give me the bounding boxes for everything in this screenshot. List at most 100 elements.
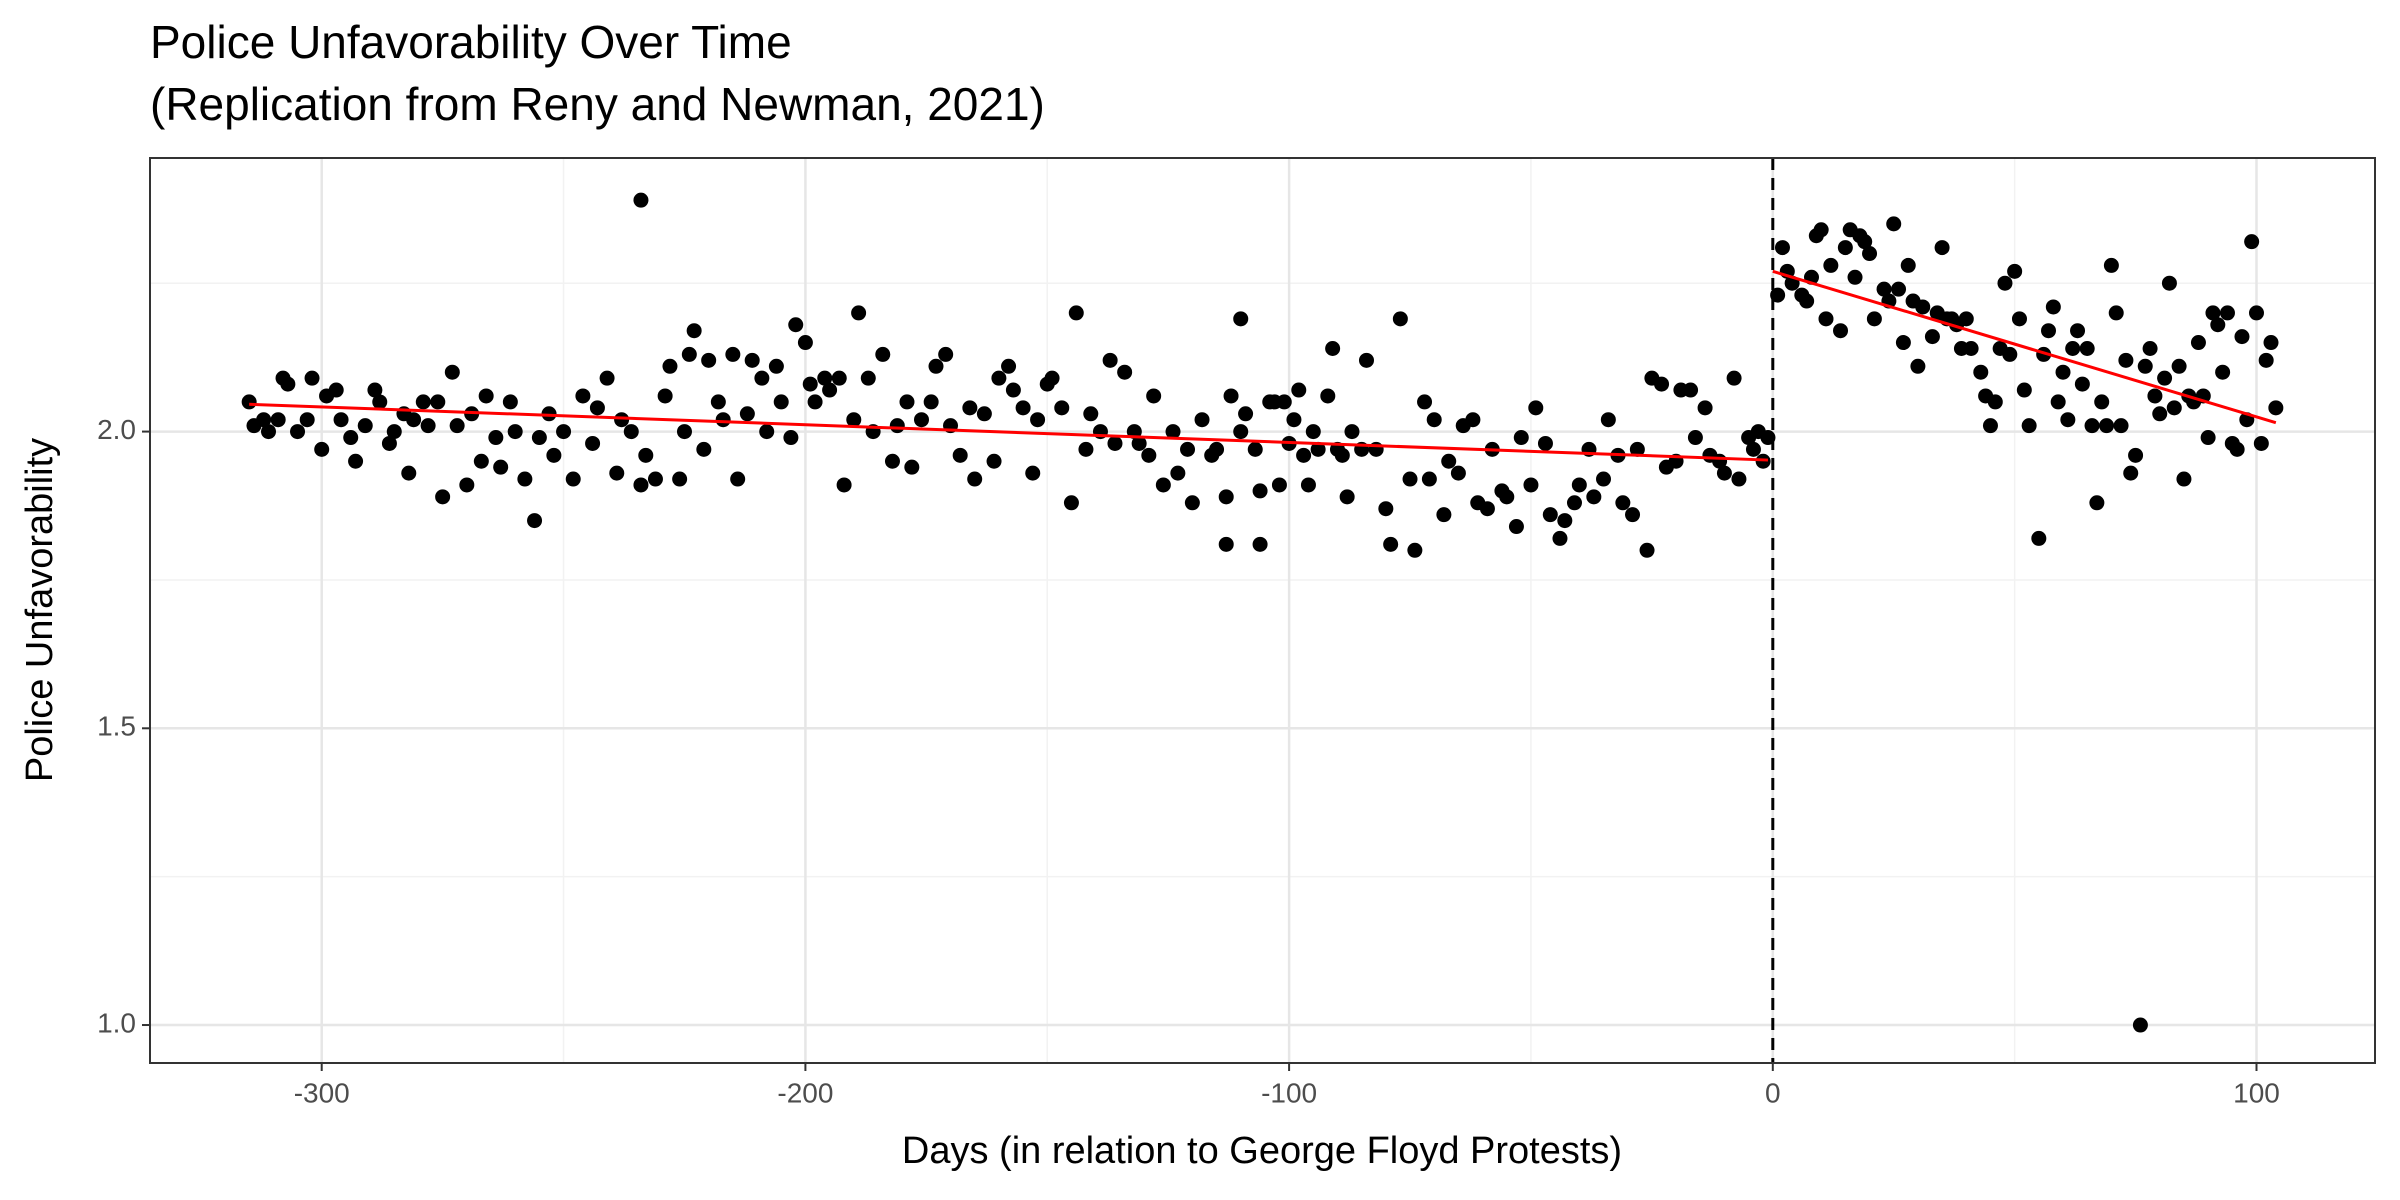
data-point	[1866, 311, 1882, 327]
data-point	[1837, 240, 1853, 256]
data-point	[1392, 311, 1408, 327]
data-point	[507, 424, 523, 440]
x-tick-label: 0	[1765, 1077, 1781, 1108]
data-point	[1291, 382, 1307, 398]
data-point	[314, 441, 330, 457]
data-point	[938, 346, 954, 362]
data-point	[280, 376, 296, 392]
data-point	[1465, 412, 1481, 428]
data-point	[1857, 234, 1873, 250]
data-point	[1209, 441, 1225, 457]
data-point	[386, 424, 402, 440]
data-point	[831, 370, 847, 386]
data-point	[1025, 465, 1041, 481]
data-point	[575, 388, 591, 404]
data-point	[754, 370, 770, 386]
data-point	[406, 412, 422, 428]
data-point	[1402, 471, 1418, 487]
data-point	[1915, 299, 1931, 315]
data-point	[744, 352, 760, 368]
data-point	[976, 406, 992, 422]
data-point	[1934, 240, 1950, 256]
data-point	[696, 441, 712, 457]
data-point	[686, 323, 702, 339]
data-point	[1407, 542, 1423, 558]
data-point	[270, 412, 286, 428]
data-point	[1847, 269, 1863, 285]
data-point	[676, 424, 692, 440]
data-point	[1417, 394, 1433, 410]
data-point	[2094, 394, 2110, 410]
data-point	[420, 418, 436, 434]
data-point	[1499, 489, 1515, 505]
data-point	[1083, 406, 1099, 422]
data-point	[1271, 477, 1287, 493]
data-point	[531, 430, 547, 446]
data-point	[904, 459, 920, 475]
data-point	[2166, 400, 2182, 416]
data-point	[1030, 412, 1046, 428]
data-point	[589, 400, 605, 416]
data-point	[1987, 394, 2003, 410]
data-point	[1252, 483, 1268, 499]
data-point	[802, 376, 818, 392]
data-point	[2215, 364, 2231, 380]
data-point	[1528, 400, 1544, 416]
x-axis-title: Days (in relation to George Floyd Protes…	[902, 1130, 1622, 1172]
data-point	[1799, 293, 1815, 309]
data-point	[1267, 394, 1283, 410]
data-point	[493, 459, 509, 475]
data-point	[2268, 400, 2284, 416]
data-point	[1247, 441, 1263, 457]
data-point	[1426, 412, 1442, 428]
data-point	[2258, 352, 2274, 368]
data-point	[299, 412, 315, 428]
data-point	[1165, 424, 1181, 440]
data-point	[1218, 489, 1234, 505]
data-point	[348, 453, 364, 469]
data-point	[2021, 418, 2037, 434]
data-point	[899, 394, 915, 410]
data-point	[473, 453, 489, 469]
data-point	[372, 394, 388, 410]
data-point	[2190, 335, 2206, 351]
data-point	[1233, 311, 1249, 327]
data-point	[1334, 447, 1350, 463]
plot-border	[149, 157, 2376, 1064]
data-point	[256, 412, 272, 428]
data-point	[662, 358, 678, 374]
data-point	[1001, 358, 1017, 374]
data-point	[2118, 352, 2134, 368]
data-point	[1223, 388, 1239, 404]
data-point	[2219, 305, 2235, 321]
data-point	[2253, 435, 2269, 451]
data-point	[725, 346, 741, 362]
data-point	[638, 447, 654, 463]
data-point	[2070, 323, 2086, 339]
x-tick-label: -200	[777, 1077, 833, 1108]
data-point	[430, 394, 446, 410]
data-point	[851, 305, 867, 321]
y-axis-title: Police Unfavorability	[19, 438, 61, 782]
data-point	[2074, 376, 2090, 392]
data-point	[633, 477, 649, 493]
data-point	[836, 477, 852, 493]
data-point	[822, 382, 838, 398]
data-point	[1639, 542, 1655, 558]
data-point	[304, 370, 320, 386]
chart-title: Police Unfavorability Over Time	[150, 16, 792, 68]
y-tick-label: 2.0	[97, 414, 136, 445]
data-point	[2263, 335, 2279, 351]
data-point	[1131, 435, 1147, 451]
data-point	[1615, 495, 1631, 511]
data-point	[889, 418, 905, 434]
data-point	[1180, 441, 1196, 457]
data-point	[1600, 412, 1616, 428]
x-tick-label: 100	[2233, 1077, 2280, 1108]
data-point	[1015, 400, 1031, 416]
data-point	[1107, 435, 1123, 451]
data-point	[1450, 465, 1466, 481]
data-point	[2099, 418, 2115, 434]
